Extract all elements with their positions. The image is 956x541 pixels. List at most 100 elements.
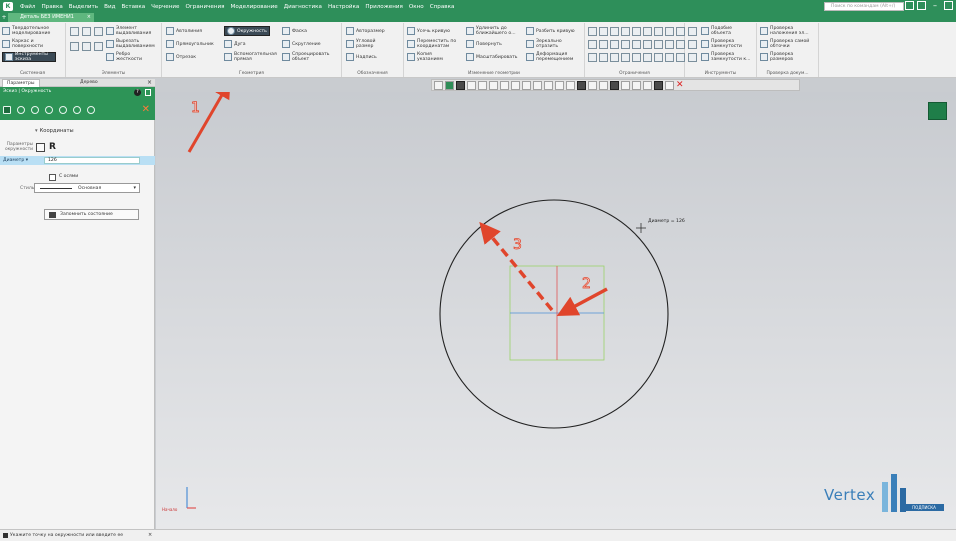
- constraint-icon[interactable]: [676, 40, 685, 49]
- autoline-button[interactable]: Автолиния: [166, 26, 202, 36]
- tool-icon[interactable]: [566, 80, 575, 90]
- fillet-button[interactable]: Скругление: [282, 39, 321, 49]
- tool-icon[interactable]: [467, 80, 476, 90]
- filter-icon[interactable]: [654, 80, 663, 90]
- mode-icon[interactable]: [31, 106, 39, 114]
- minimize-button[interactable]: –: [933, 1, 937, 10]
- menu-file[interactable]: Файл: [20, 3, 36, 10]
- chamfer-button[interactable]: Фаска: [282, 26, 307, 36]
- menu-view[interactable]: Вид: [104, 3, 116, 10]
- extrude-button[interactable]: Элемент выдавливания: [106, 26, 156, 36]
- orientation-cube-icon[interactable]: [928, 102, 947, 120]
- scale-button[interactable]: Масштабировать: [466, 52, 517, 62]
- segment-button[interactable]: Отрезок: [166, 52, 196, 62]
- section-coordinates[interactable]: ▾ Координаты: [35, 128, 74, 134]
- line-style-select[interactable]: Основная ▾: [34, 183, 140, 193]
- menu-edit[interactable]: Правка: [41, 3, 63, 10]
- tool-icon[interactable]: [555, 80, 564, 90]
- close-icon[interactable]: ×: [146, 79, 152, 86]
- closure-check-button[interactable]: Проверка замкнутости: [701, 39, 753, 49]
- constraint-icon[interactable]: [643, 27, 652, 36]
- autosize-button[interactable]: Авторазмер: [346, 26, 385, 36]
- constraint-icon[interactable]: [632, 27, 641, 36]
- menu-constraints[interactable]: Ограничения: [185, 3, 225, 10]
- trim-button[interactable]: Усечь кривую: [407, 26, 450, 36]
- copy-button[interactable]: Копия указанием: [407, 52, 457, 62]
- tool-icon[interactable]: [456, 80, 465, 90]
- menu-draw[interactable]: Черчение: [151, 3, 180, 10]
- tool-icon[interactable]: [434, 80, 443, 90]
- tab-tree[interactable]: Дерево: [80, 80, 98, 85]
- constraint-icon[interactable]: [599, 40, 608, 49]
- extend-button[interactable]: Удлинить до ближайшего о...: [466, 26, 518, 36]
- tool-icon[interactable]: [94, 42, 103, 51]
- constraint-icon[interactable]: [665, 40, 674, 49]
- menu-settings[interactable]: Настройка: [327, 3, 360, 10]
- zoom-icon[interactable]: [544, 80, 553, 90]
- constraint-icon[interactable]: [621, 53, 630, 62]
- tool-icon[interactable]: [82, 42, 91, 51]
- deform-button[interactable]: Деформация перемещением: [526, 52, 578, 62]
- menu-apps[interactable]: Приложения: [365, 3, 403, 10]
- menu-diagnostics[interactable]: Диагностика: [283, 3, 322, 10]
- rib-button[interactable]: Ребро жесткости: [106, 52, 154, 62]
- split-button[interactable]: Разбить кривую: [526, 26, 575, 36]
- aux-line-button[interactable]: Вспомогательная прямая: [224, 52, 277, 62]
- circle-by-center-icon[interactable]: [36, 143, 45, 152]
- constraint-icon[interactable]: [665, 53, 674, 62]
- menu-modeling[interactable]: Моделирование: [230, 3, 278, 10]
- mode-icon[interactable]: [45, 106, 53, 114]
- cut-extrude-button[interactable]: Вырезать выдавливанием: [106, 39, 158, 49]
- arc-button[interactable]: Дуга: [224, 39, 246, 49]
- constraint-icon[interactable]: [610, 53, 619, 62]
- constraint-icon[interactable]: [588, 40, 597, 49]
- constraint-icon[interactable]: [643, 40, 652, 49]
- closure-check-2-button[interactable]: Проверка замкнутости к...: [701, 52, 753, 62]
- close-tab-icon[interactable]: ×: [86, 14, 91, 20]
- constraint-icon[interactable]: [610, 40, 619, 49]
- close-icon[interactable]: ✕: [676, 79, 684, 90]
- constraint-icon[interactable]: [676, 53, 685, 62]
- help-icon[interactable]: ?: [134, 89, 141, 96]
- constraint-icon[interactable]: [599, 27, 608, 36]
- stop-command-button[interactable]: ✕: [141, 104, 150, 115]
- solid-modeling-button[interactable]: Твердотельное моделирование: [2, 26, 52, 36]
- tool-icon[interactable]: [621, 80, 630, 90]
- axes-checkbox[interactable]: [49, 174, 56, 181]
- layout-icon-2[interactable]: [917, 1, 926, 10]
- zoom-icon[interactable]: [533, 80, 542, 90]
- turn-check-button[interactable]: Проверка самой обточки: [760, 39, 816, 49]
- constraint-icon[interactable]: [632, 53, 641, 62]
- wireframe-button[interactable]: Каркас и поверхности: [2, 39, 52, 49]
- mode-icon[interactable]: [73, 106, 81, 114]
- menu-window[interactable]: Окно: [408, 3, 424, 10]
- constraint-icon[interactable]: [676, 27, 685, 36]
- tool-icon[interactable]: [478, 80, 487, 90]
- constraint-icon[interactable]: [654, 27, 663, 36]
- constraint-icon[interactable]: [599, 53, 608, 62]
- command-search-input[interactable]: Поиск по командам (Alt+/): [824, 2, 904, 11]
- circle-button[interactable]: Окружность: [224, 26, 270, 36]
- add-tab-button[interactable]: +: [1, 14, 7, 21]
- tool-icon[interactable]: [82, 27, 91, 36]
- layout-icon[interactable]: [905, 1, 914, 10]
- drawing-canvas[interactable]: Диаметр = 126 Начало 1 2 3: [156, 92, 956, 529]
- tool-icon[interactable]: [94, 27, 103, 36]
- sketch-tools-button[interactable]: Инструменты эскиза: [2, 52, 56, 62]
- mode-icon[interactable]: [87, 106, 95, 114]
- tool-icon[interactable]: [511, 80, 520, 90]
- tool-icon[interactable]: [643, 80, 652, 90]
- sketch-circle[interactable]: [439, 199, 669, 429]
- document-tab[interactable]: Деталь БЕЗ ИМЕНИ1 ×: [8, 13, 94, 22]
- diameter-dropdown[interactable]: Диаметр ▾: [3, 158, 29, 163]
- text-button[interactable]: Надпись: [346, 52, 377, 62]
- constraint-icon[interactable]: [632, 40, 641, 49]
- radius-toggle[interactable]: R: [49, 142, 56, 152]
- tool-icon[interactable]: [610, 80, 619, 90]
- tool-icon[interactable]: [577, 80, 586, 90]
- tool-icon[interactable]: [70, 27, 79, 36]
- pin-icon[interactable]: [145, 89, 151, 96]
- tool-icon[interactable]: [489, 80, 498, 90]
- tool-icon[interactable]: [70, 42, 79, 51]
- mode-icon[interactable]: [3, 106, 11, 114]
